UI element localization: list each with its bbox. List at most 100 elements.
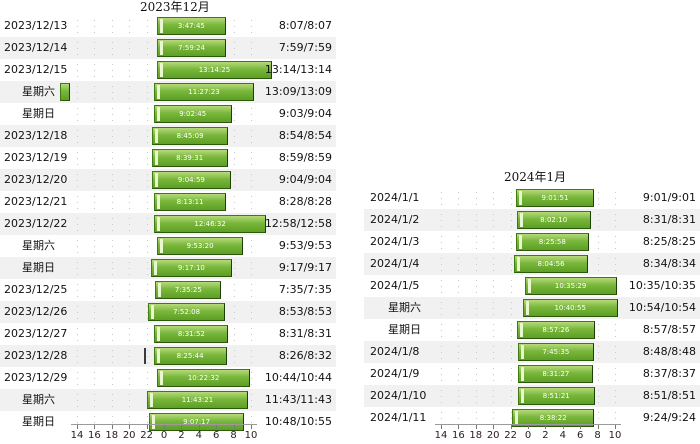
duration-bar[interactable]: 8:45:09 [151, 127, 229, 145]
grid-dot [441, 418, 442, 419]
grid-dot [458, 242, 460, 243]
grid-dot [251, 136, 252, 137]
duration-bar[interactable]: 7:45:35 [517, 343, 595, 361]
grid-dot [251, 202, 252, 203]
row-date-label: 2023/12/27 [4, 327, 68, 340]
grid-dot [77, 120, 78, 121]
duration-bar[interactable]: 7:52:08 [148, 303, 225, 321]
duration-bar[interactable]: 7:35:25 [155, 281, 222, 299]
grid-dot [129, 296, 131, 297]
grid-dot [597, 220, 599, 221]
duration-bar[interactable]: 11:27:23 [154, 83, 254, 101]
duration-bar[interactable]: 8:13:11 [154, 193, 226, 211]
grid-dot [129, 70, 131, 71]
grid-dot [94, 98, 96, 99]
grid-dot [94, 340, 96, 341]
duration-bar[interactable]: 10:22:32 [157, 369, 251, 387]
grid-dot [129, 268, 131, 269]
grid-dot [111, 48, 113, 49]
grid-dot [233, 32, 235, 33]
grid-dot [111, 262, 113, 263]
grid-dot [94, 252, 96, 253]
grid-dot [129, 76, 131, 77]
grid-dot [233, 284, 235, 285]
x-axis-tick [545, 425, 547, 429]
duration-bar[interactable]: 8:31:52 [154, 325, 229, 343]
row-date-label: 星期日 [22, 107, 55, 120]
grid-dot [94, 152, 96, 153]
grid-dot [597, 324, 599, 325]
grid-dot [77, 328, 78, 329]
duration-bar[interactable]: 13:14:25 [157, 61, 272, 79]
grid-dot [111, 76, 113, 77]
duration-bar[interactable]: 9:01:51 [515, 189, 595, 207]
grid-dot [233, 130, 235, 131]
bar-highlight [520, 345, 524, 359]
duration-bar[interactable]: 8:31:27 [518, 365, 594, 383]
duration-bar[interactable]: 8:04:56 [514, 255, 589, 273]
duration-bar[interactable]: 9:04:59 [151, 171, 231, 189]
grid-dot [146, 328, 148, 329]
duration-bar[interactable]: 9:53:20 [157, 237, 244, 255]
duration-bar[interactable]: 8:57:26 [516, 321, 595, 339]
grid-dot [111, 296, 113, 297]
grid-dot [233, 42, 235, 43]
duration-bar[interactable]: 10:40:55 [522, 299, 618, 317]
grid-dot [251, 394, 252, 395]
duration-bar[interactable]: 9:02:45 [153, 105, 232, 123]
duration-bar[interactable]: 8:25:44 [153, 347, 227, 365]
grid-dot [77, 208, 78, 209]
grid-dot [146, 196, 148, 197]
grid-dot [233, 158, 235, 159]
grid-dot [475, 314, 477, 315]
grid-dot [441, 374, 442, 375]
grid-dot [129, 252, 131, 253]
duration-bar[interactable]: 3:47:45 [157, 17, 226, 35]
bar-highlight [160, 371, 164, 385]
grid-dot [458, 324, 460, 325]
duration-bar[interactable]: 11:43:21 [146, 391, 249, 409]
grid-dot [146, 98, 148, 99]
table-row: 2023/12/25 7:35:25 7:35/7:35 [0, 279, 336, 301]
duration-bar[interactable]: 8:38:22 [512, 409, 595, 427]
grid-dot [251, 26, 252, 27]
grid-dot [77, 218, 78, 219]
row-time-value: 8:59/8:59 [278, 151, 332, 164]
grid-dot [94, 268, 96, 269]
grid-dot [111, 246, 113, 247]
duration-bar[interactable]: 10:35:29 [524, 277, 617, 295]
grid-dot [146, 230, 148, 231]
duration-bar[interactable]: 8:51:21 [517, 387, 595, 405]
duration-bar[interactable]: 7:59:24 [157, 39, 227, 57]
grid-dot [111, 372, 113, 373]
grid-dot [475, 368, 477, 369]
grid-dot [77, 334, 78, 335]
grid-dot [94, 318, 96, 319]
bar-highlight [160, 239, 164, 253]
activity-tick [143, 348, 146, 364]
grid-dot [475, 280, 477, 281]
x-axis-line [71, 424, 257, 425]
x-axis-tick [562, 425, 564, 429]
grid-dot [129, 406, 131, 407]
duration-bar[interactable]: 12:46:32 [154, 215, 266, 233]
duration-bar[interactable]: 8:39:31 [151, 149, 228, 167]
grid-dot [111, 142, 113, 143]
x-axis-tick-label: 0 [524, 430, 532, 441]
grid-dot [233, 290, 235, 291]
row-time-value: 9:24/9:24 [642, 411, 696, 424]
grid-dot [94, 26, 96, 27]
duration-bar[interactable]: 9:07:17 [149, 413, 245, 431]
duration-bar[interactable]: 9:17:10 [150, 259, 232, 277]
grid-dot [597, 226, 599, 227]
grid-dot [493, 352, 495, 353]
grid-dot [493, 380, 495, 381]
duration-bar[interactable]: 8:02:10 [516, 211, 591, 229]
grid-dot [94, 92, 96, 93]
grid-dot [458, 314, 460, 315]
grid-dot [129, 372, 131, 373]
grid-dot [111, 202, 113, 203]
duration-bar[interactable]: 8:25:58 [515, 233, 589, 251]
grid-dot [233, 318, 235, 319]
x-axis-tick-label: 4 [195, 430, 202, 441]
